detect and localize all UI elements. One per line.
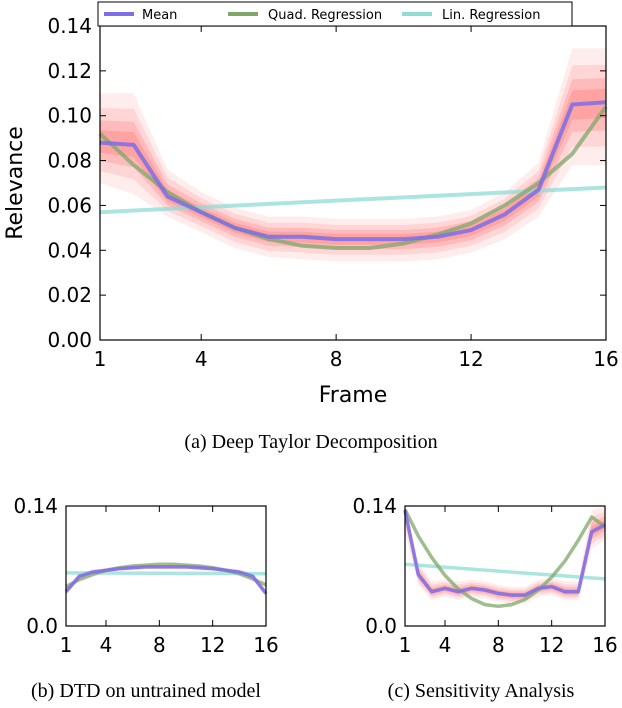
plot-frame [65, 505, 267, 627]
x-tick-label: 16 [253, 633, 278, 657]
y-tick-label: 0.02 [47, 283, 92, 307]
series-line-mean [64, 565, 268, 595]
y-tick-label: 0.08 [47, 149, 92, 173]
y-tick-label: 0.04 [47, 238, 92, 262]
panel-dtd-untrained: 1 4 8 12 16 0.0 0.14 (b) DTD on untrained mode… [13, 494, 278, 702]
series-line-quad-regression [403, 508, 607, 609]
legend-quad-label: Quad. Regression [268, 8, 382, 23]
band-layer-1 [66, 564, 266, 597]
relevance-distribution-band [100, 48, 606, 262]
y-tick-label: 0.14 [47, 14, 92, 38]
y-tick-label: 0.00 [47, 328, 92, 352]
series-line-quad-regression [98, 105, 608, 250]
legend: Mean Quad. Regression Lin. Regression [97, 1, 573, 27]
y-tick-label: 0.14 [13, 494, 58, 518]
y-tick-label: 0.06 [47, 193, 92, 217]
series-line-lin-regression [404, 562, 606, 581]
series-lines [403, 508, 607, 609]
x-tick-label: 8 [330, 347, 343, 371]
axis-ticks: 1 4 8 12 16 0.0 0.14 [352, 494, 617, 657]
relevance-distribution-band [66, 564, 266, 597]
x-axis-title: Frame [319, 383, 388, 408]
x-tick-label: 8 [153, 633, 166, 657]
x-tick-label: 1 [399, 633, 412, 657]
plot-frame [404, 505, 606, 627]
axis-ticks: 1 4 8 12 16 0.0 0.14 [13, 494, 278, 657]
x-tick-label: 1 [94, 347, 107, 371]
legend-lin-label: Lin. Regression [442, 8, 540, 23]
x-tick-label: 8 [492, 633, 505, 657]
series-lines [64, 562, 268, 595]
relevance-distribution-band [405, 506, 605, 604]
x-tick-label: 4 [195, 347, 208, 371]
band-layer-2 [100, 64, 606, 255]
band-layer-1 [405, 506, 605, 604]
caption-b: (b) DTD on untrained model [31, 680, 261, 702]
y-axis-title: Relevance [3, 126, 28, 240]
series-line-mean [99, 100, 607, 242]
y-tick-label: 0.14 [352, 494, 397, 518]
legend-box [97, 1, 573, 27]
caption-c: (c) Sensitivity Analysis [388, 680, 575, 702]
x-tick-label: 1 [60, 633, 73, 657]
y-tick-label: 0.0 [26, 614, 58, 638]
series-line-mean [403, 509, 606, 597]
y-tick-label: 0.10 [47, 104, 92, 128]
x-tick-label: 4 [439, 633, 452, 657]
caption-a: (a) Deep Taylor Decomposition [184, 431, 437, 453]
x-tick-label: 12 [200, 633, 225, 657]
legend-mean-label: Mean [142, 8, 177, 23]
panel-deep-taylor: 1 4 8 12 160.000.020.040.060.080.100.120.14 … [3, 1, 619, 453]
series-lines [98, 100, 608, 250]
x-tick-label: 12 [539, 633, 564, 657]
x-tick-label: 4 [100, 633, 113, 657]
y-tick-label: 0.0 [365, 614, 397, 638]
x-tick-label: 16 [592, 633, 617, 657]
y-tick-label: 0.12 [47, 59, 92, 83]
x-tick-label: 12 [458, 347, 483, 371]
panel-sensitivity-analysis: 1 4 8 12 16 0.0 0.14 (c) Sensitivity Analysis [352, 494, 617, 702]
band-layer-1 [100, 48, 606, 262]
x-tick-label: 16 [593, 347, 618, 371]
axis-ticks: 1 4 8 12 16 0.00 0.02 0.04 0.06 0.08 0.10 0.12 0.14 [47, 14, 618, 371]
series-line-lin-regression [99, 185, 607, 215]
